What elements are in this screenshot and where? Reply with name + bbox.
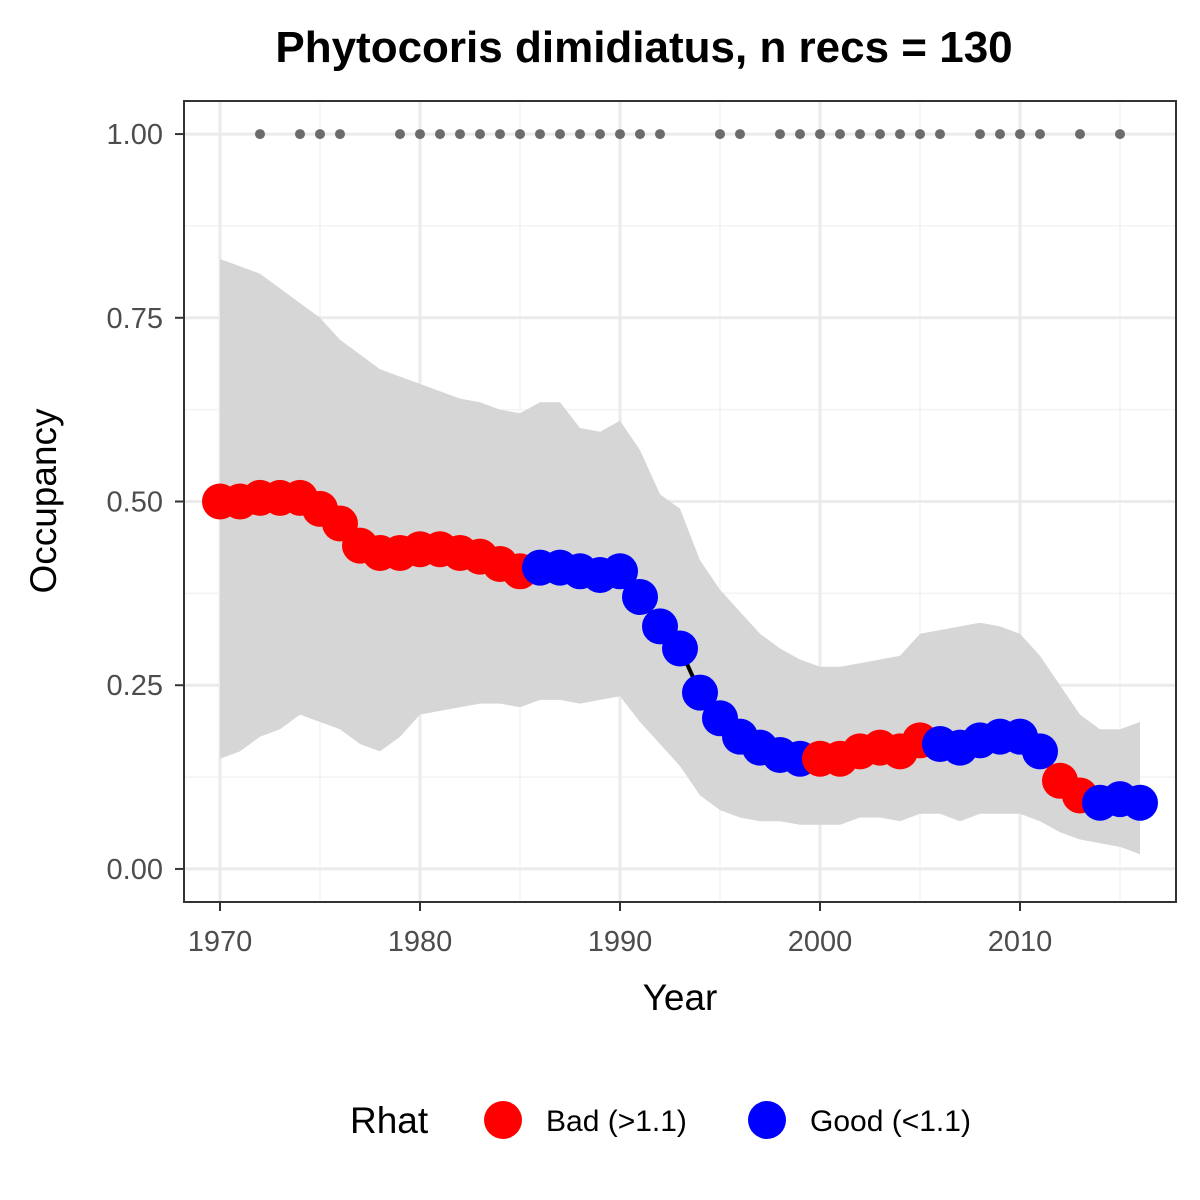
occupancy-point-good [622, 579, 658, 616]
record-point [635, 129, 645, 140]
y-axis-title: Occupancy [23, 408, 64, 594]
x-tick-label: 1990 [588, 926, 653, 958]
chart-title: Phytocoris dimidiatus, n recs = 130 [275, 23, 1012, 72]
record-point [435, 129, 445, 140]
x-tick-label: 1970 [188, 926, 253, 958]
record-point [415, 129, 425, 140]
record-point [595, 129, 605, 140]
records-layer [255, 129, 1125, 140]
x-axis-title: Year [643, 977, 718, 1018]
record-point [835, 129, 845, 140]
record-point [815, 129, 825, 140]
record-point [715, 129, 725, 140]
record-point [555, 129, 565, 140]
record-point [475, 129, 485, 140]
x-tick-label: 1980 [388, 926, 453, 958]
legend-title: Rhat [350, 1100, 429, 1141]
legend-label-bad: Bad (>1.1) [546, 1105, 687, 1138]
record-point [495, 129, 505, 140]
record-point [1035, 129, 1045, 140]
record-point [1115, 129, 1125, 140]
y-tick-label: 0.50 [107, 487, 163, 519]
y-tick-label: 1.00 [107, 119, 163, 151]
record-point [1075, 129, 1085, 140]
record-point [335, 129, 345, 140]
record-point [915, 129, 925, 140]
record-point [975, 129, 985, 140]
occupancy-point-good [662, 630, 698, 667]
record-point [255, 129, 265, 140]
record-point [315, 129, 325, 140]
record-point [515, 129, 525, 140]
occupancy-point-good [682, 674, 718, 711]
occupancy-point-good [1022, 733, 1058, 770]
legend-key-bad [484, 1101, 522, 1139]
record-point [575, 129, 585, 140]
record-point [795, 129, 805, 140]
record-point [455, 129, 465, 140]
y-tick-label: 0.00 [107, 854, 163, 886]
credible-interval-layer [220, 259, 1140, 855]
x-axis: 1970 1980 1990 2000 2010 [188, 902, 1053, 958]
credible-interval-ribbon [220, 259, 1140, 855]
record-point [395, 129, 405, 140]
y-tick-label: 0.75 [107, 303, 163, 335]
record-point [615, 129, 625, 140]
record-point [295, 129, 305, 140]
legend-label-good: Good (<1.1) [810, 1105, 971, 1138]
record-point [655, 129, 665, 140]
occupancy-point-good [602, 553, 638, 590]
x-tick-label: 2000 [788, 926, 853, 958]
record-point [535, 129, 545, 140]
legend: Rhat Bad (>1.1) Good (<1.1) [350, 1100, 971, 1141]
occupancy-points-layer [202, 479, 1158, 821]
record-point [935, 129, 945, 140]
record-point [995, 129, 1005, 140]
record-point [895, 129, 905, 140]
record-point [1015, 129, 1025, 140]
occupancy-point-good [1122, 784, 1158, 821]
y-tick-label: 0.25 [107, 670, 163, 702]
legend-key-good [748, 1101, 786, 1139]
record-point [775, 129, 785, 140]
record-point [735, 129, 745, 140]
y-axis: 0.00 0.25 0.50 0.75 1.00 [107, 119, 184, 886]
record-point [875, 129, 885, 140]
record-point [855, 129, 865, 140]
x-tick-label: 2010 [988, 926, 1053, 958]
